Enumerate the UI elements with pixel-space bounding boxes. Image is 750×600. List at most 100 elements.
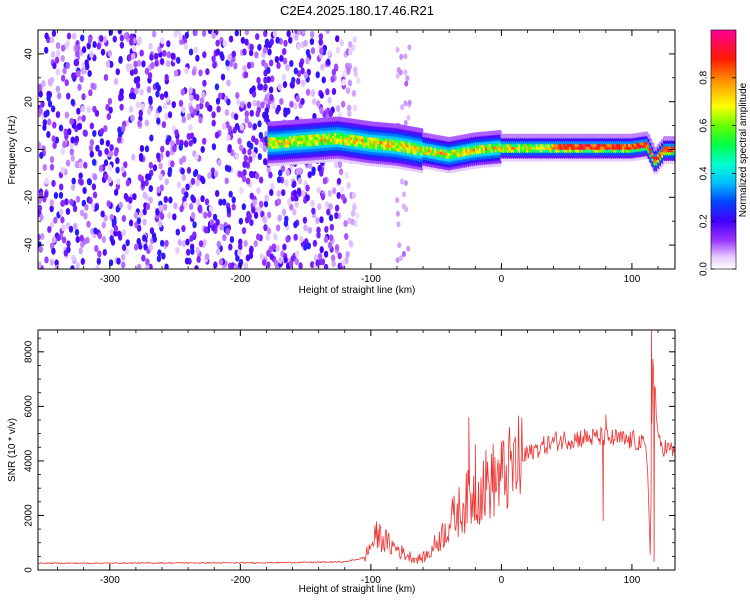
spectrogram-cell [195, 93, 200, 101]
spectrogram-cell [330, 75, 335, 83]
spectrogram-cell [185, 238, 190, 246]
spectrogram-cell [128, 92, 134, 100]
spectrogram-cell [238, 238, 243, 246]
spectrogram-cell [647, 133, 651, 140]
spectrogram-cell [265, 233, 270, 241]
spectrogram-cell [222, 40, 227, 48]
spectrogram-cell [199, 102, 204, 110]
spectrogram-cell [56, 92, 62, 100]
spectrogram-cell [65, 62, 71, 70]
spectrogram-cell [233, 113, 239, 121]
spectrogram-cell [224, 177, 229, 185]
spectrogram-cell [226, 98, 231, 106]
spectrogram-cell [235, 254, 240, 262]
spectrogram-cell [156, 186, 161, 194]
spectrogram-cell [190, 247, 195, 255]
spectrogram-cell [129, 33, 134, 41]
spectrogram-cell [75, 44, 81, 52]
spectrogram-cell [301, 30, 306, 35]
spectrogram-cell [239, 187, 244, 195]
spectrogram-cell [296, 77, 301, 85]
spectrogram-cell [115, 157, 120, 165]
spectrogram-cell [70, 154, 75, 162]
spectrogram-cell [73, 222, 78, 230]
spectrogram-cell [296, 30, 302, 36]
spectrogram-cell [307, 226, 312, 234]
spectrogram-cell [145, 202, 151, 210]
spectrogram-cell [288, 36, 293, 44]
spectrogram-cell [213, 261, 218, 269]
spectrogram-cell [148, 185, 154, 193]
spectrogram-cell [672, 135, 675, 142]
snr-x-tick-label: -200 [230, 575, 250, 586]
spectrogram-cell [103, 73, 109, 81]
spectrogram-y-axis-label: Frequency (Hz) [7, 116, 18, 185]
spectrogram-cell [109, 235, 114, 243]
spectrogram-cell [183, 201, 188, 209]
spectrogram-cell [344, 232, 349, 240]
spectrogram-cell [172, 213, 177, 221]
spectrogram-cell [173, 69, 179, 77]
spectrogram-cell [310, 199, 315, 207]
spectrogram-cell [211, 32, 216, 40]
spectrogram-cell [217, 92, 223, 100]
snr-plot-area [38, 330, 675, 570]
spectrogram-cell [341, 78, 346, 86]
spectrogram-cell [211, 55, 216, 63]
spectrogram-cell [218, 198, 223, 206]
spectrogram-cell [309, 38, 315, 46]
spectrogram-cell [95, 264, 100, 269]
spectrogram-cell [243, 262, 249, 269]
spectrogram-x-tick-label: -300 [100, 274, 120, 285]
spectrogram-cell [64, 198, 69, 206]
spectrogram-cell [159, 152, 164, 160]
spectrogram-cell [71, 177, 76, 185]
spectrogram-cell [214, 189, 220, 197]
spectrogram-cell [65, 159, 71, 167]
spectrogram-cell [56, 234, 61, 242]
spectrogram-cell [85, 236, 90, 244]
spectrogram-cell [66, 32, 72, 40]
spectrogram-cell [403, 119, 408, 126]
spectrogram-cell [150, 62, 155, 70]
spectrogram-cell [205, 68, 210, 76]
spectrogram-cell [237, 137, 242, 145]
spectrogram-cell [188, 48, 194, 56]
spectrogram-cell [144, 179, 149, 187]
spectrogram-cell [142, 191, 147, 199]
spectrogram-cell [272, 30, 278, 38]
spectrogram-cell [155, 90, 160, 98]
spectrogram-cell [249, 109, 254, 117]
snr-y-tick-label: 8000 [24, 340, 35, 363]
spectrogram-cell [343, 219, 348, 227]
spectrogram-cell [395, 46, 400, 53]
spectrogram-cell [242, 48, 247, 56]
spectrogram-cell [327, 189, 333, 197]
spectrogram-cell [337, 160, 343, 168]
spectrogram-cell [190, 177, 196, 185]
spectrogram-cell [352, 104, 358, 112]
spectrogram-cell [176, 181, 182, 189]
spectrogram-cell [341, 259, 346, 267]
spectrogram-cell [84, 203, 89, 211]
spectrogram-cell [266, 249, 271, 257]
spectrogram-cell [252, 199, 257, 207]
spectrogram-cell [47, 118, 52, 126]
spectrogram-cell [317, 252, 323, 260]
spectrogram-cell [283, 256, 288, 264]
spectrogram-x-tick-label: 100 [624, 274, 641, 285]
spectrogram-cell [67, 128, 72, 136]
spectrogram-cell [107, 97, 113, 105]
spectrogram-cell [275, 244, 280, 252]
spectrogram-cell [96, 42, 102, 50]
spectrogram-cell [320, 193, 326, 201]
spectrogram-cell [149, 134, 154, 142]
snr-x-tick-label: -300 [100, 575, 120, 586]
spectrogram-cell [165, 60, 171, 68]
spectrogram-cell [71, 254, 76, 262]
spectrogram-cell [148, 263, 153, 269]
spectrogram-cell [245, 254, 251, 262]
spectrogram-cell [80, 34, 85, 42]
spectrogram-cell [262, 145, 268, 153]
